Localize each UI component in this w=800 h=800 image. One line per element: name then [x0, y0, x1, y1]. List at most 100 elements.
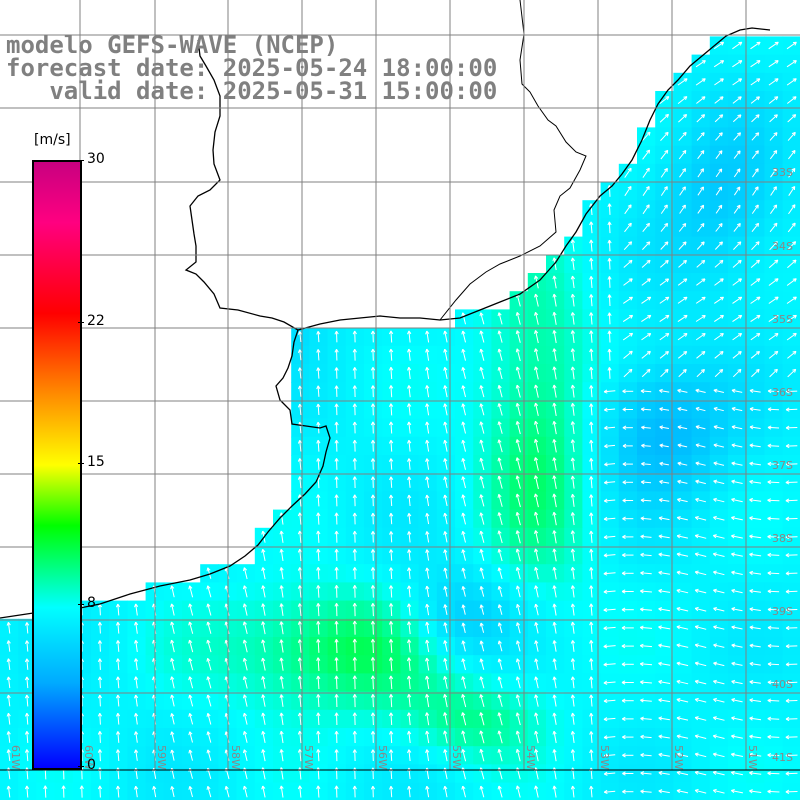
wind-arrow [607, 258, 612, 270]
wind-arrow [552, 275, 557, 289]
wind-arrow [352, 348, 357, 361]
wind-arrow [607, 276, 612, 288]
wind-arrow [534, 366, 539, 380]
wind-arrow [769, 150, 778, 160]
wind-arrow [659, 333, 670, 341]
wind-arrow [751, 150, 759, 160]
wind-arrow [768, 278, 779, 286]
wind-arrow [695, 78, 706, 86]
wind-arrow [370, 385, 376, 398]
wind-arrow [696, 369, 705, 378]
wind-arrow [659, 296, 670, 304]
wind-arrow [679, 204, 686, 214]
wind-arrow [352, 367, 357, 379]
wind-arrow [786, 96, 797, 104]
wind-arrow [641, 368, 651, 378]
colorbar-tick-mark [78, 766, 84, 767]
wind-arrow [769, 204, 778, 214]
wind-arrow [589, 312, 594, 325]
wind-arrow [534, 311, 539, 325]
wind-arrow [733, 204, 741, 214]
wind-arrow [589, 276, 594, 288]
wind-arrow [297, 367, 303, 379]
wind-arrow [570, 293, 575, 307]
wind-arrow [787, 259, 797, 269]
wind-arrow [732, 314, 743, 323]
wind-arrow [678, 259, 687, 268]
wind-arrow [370, 367, 376, 379]
wind-arrow [552, 330, 557, 344]
colorbar-tick-mark [78, 604, 84, 606]
wind-arrow [659, 314, 670, 323]
wind-arrow [660, 149, 669, 160]
wind-arrow [697, 223, 705, 232]
wind-arrow [479, 312, 485, 325]
wind-arrow [659, 259, 669, 268]
wind-arrow [696, 132, 705, 141]
wind-arrow [769, 114, 778, 123]
wind-arrow [787, 222, 796, 233]
wind-arrow [515, 330, 521, 343]
wind-arrow [768, 333, 779, 341]
colorbar-tick-label: 8 [87, 595, 96, 612]
wind-arrow [624, 185, 632, 197]
wind-arrow [624, 222, 632, 233]
wind-arrow [714, 296, 724, 304]
wind-arrow [552, 293, 557, 307]
wind-arrow [570, 275, 575, 289]
wind-arrow [552, 311, 557, 325]
wind-arrow [589, 294, 594, 307]
colorbar-tick-label: 15 [87, 454, 105, 470]
wind-arrows [6, 41, 798, 798]
wind-arrow [769, 368, 778, 378]
longitude-label: 54W [524, 745, 537, 770]
wind-arrow [388, 366, 394, 380]
wind-arrow [388, 348, 394, 361]
wind-arrow [769, 241, 778, 251]
wind-arrow [515, 312, 521, 325]
wind-arrow [677, 351, 688, 359]
wind-arrow [443, 330, 448, 343]
wind-arrow [388, 385, 394, 398]
wind-arrow [715, 168, 723, 178]
latitude-label: 40S [772, 678, 793, 691]
wind-arrow [607, 203, 612, 215]
wind-arrow [552, 384, 557, 398]
wind-arrow [732, 351, 742, 359]
wind-arrow [316, 331, 321, 343]
wind-arrow [751, 368, 760, 378]
wind-arrow [642, 149, 651, 160]
wind-arrow [370, 348, 376, 361]
wind-arrow [334, 367, 339, 379]
wind-arrow [750, 41, 761, 50]
wind-arrow [678, 369, 687, 378]
wind-arrow [623, 241, 633, 251]
wind-arrow [641, 296, 652, 304]
wind-arrow [534, 348, 539, 362]
wind-arrow [461, 348, 466, 361]
wind-arrow [732, 333, 743, 341]
wind-arrow [497, 348, 503, 361]
wind-arrow [696, 351, 706, 359]
wind-arrow [733, 132, 741, 141]
wind-arrow [733, 186, 741, 196]
latitude-label: 35S [772, 313, 793, 326]
wind-arrow [660, 167, 668, 178]
wind-arrow [607, 367, 612, 379]
wind-arrow [715, 204, 723, 214]
wind-arrow [769, 222, 778, 233]
wind-arrow [787, 131, 796, 141]
wind-arrow [589, 385, 594, 398]
wind-arrow [297, 349, 303, 361]
longitude-label: 53W [598, 745, 611, 770]
wind-arrow [660, 222, 669, 232]
wind-arrow [425, 348, 430, 361]
latitude-label: 37S [772, 459, 793, 472]
wind-arrow [768, 296, 779, 304]
latitude-label: 36S [772, 386, 793, 399]
wind-arrow [678, 241, 687, 250]
wind-arrow [679, 168, 686, 178]
longitude-label: 58W [229, 745, 242, 770]
